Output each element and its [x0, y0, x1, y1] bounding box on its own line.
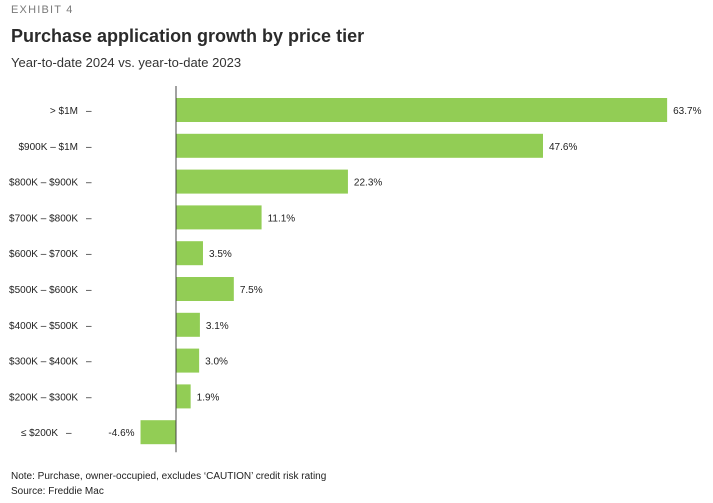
category-dash-2: – — [86, 178, 92, 189]
category-dash-1: – — [86, 142, 92, 153]
value-label-1: 47.6% — [549, 142, 577, 153]
value-label-2: 22.3% — [354, 178, 382, 189]
category-label-0: > $1M — [50, 106, 78, 117]
bar-2 — [176, 169, 348, 194]
value-label-7: 3.0% — [205, 357, 228, 368]
value-label-4: 3.5% — [209, 249, 232, 260]
bar-1 — [176, 133, 543, 158]
bar-4 — [176, 241, 203, 266]
bar-6 — [176, 312, 200, 337]
category-label-8: $200K – $300K — [9, 392, 78, 403]
exhibit-label: EXHIBIT 4 — [11, 4, 74, 16]
category-label-3: $700K – $800K — [9, 213, 78, 224]
category-label-6: $400K – $500K — [9, 321, 78, 332]
value-label-6: 3.1% — [206, 321, 229, 332]
category-dash-9: – — [66, 428, 72, 439]
category-label-1: $900K – $1M — [19, 142, 79, 153]
category-dash-7: – — [86, 357, 92, 368]
bar-8 — [176, 384, 191, 409]
category-dash-8: – — [86, 392, 92, 403]
footnote-note: Note: Purchase, owner-occupied, excludes… — [11, 471, 327, 482]
value-label-0: 63.7% — [673, 106, 701, 117]
chart-title: Purchase application growth by price tie… — [11, 26, 365, 46]
value-label-9: -4.6% — [108, 428, 134, 439]
chart-subtitle: Year-to-date 2024 vs. year-to-date 2023 — [11, 55, 242, 70]
bar-chart: > $1M –63.7%$900K – $1M –47.6%$800K – $900… — [9, 86, 702, 453]
category-label-7: $300K – $400K — [9, 357, 78, 368]
bar-3 — [176, 205, 262, 230]
category-dash-5: – — [86, 285, 92, 296]
value-label-5: 7.5% — [240, 285, 263, 296]
category-label-4: $600K – $700K — [9, 249, 78, 260]
category-label-5: $500K – $600K — [9, 285, 78, 296]
bar-7 — [176, 348, 200, 373]
category-dash-6: – — [86, 321, 92, 332]
category-label-9: ≤ $200K — [21, 428, 59, 439]
value-label-8: 1.9% — [197, 392, 220, 403]
bar-9 — [140, 420, 176, 445]
category-dash-3: – — [86, 213, 92, 224]
category-dash-4: – — [86, 249, 92, 260]
category-dash-0: – — [86, 106, 92, 117]
footnote-source: Source: Freddie Mac — [11, 486, 104, 497]
category-label-2: $800K – $900K — [9, 178, 78, 189]
bar-0 — [176, 98, 668, 122]
value-label-3: 11.1% — [268, 213, 296, 224]
bar-5 — [176, 277, 234, 301]
